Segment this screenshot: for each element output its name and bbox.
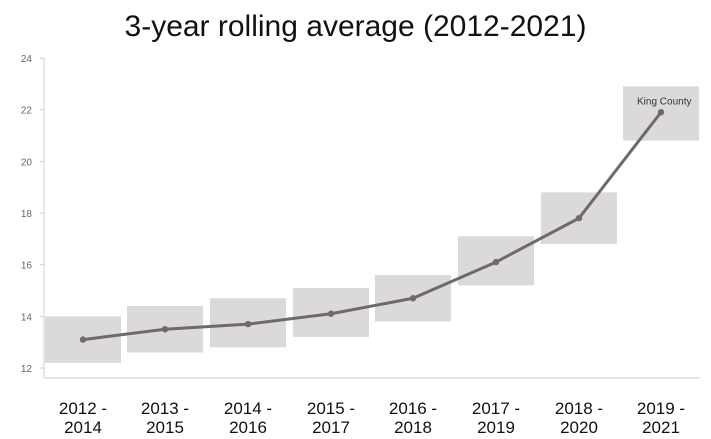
y-tick-label-24: 24: [21, 54, 33, 65]
x-tick-label-8: 2019 -2021: [637, 399, 685, 437]
data-point-5: [409, 295, 417, 302]
y-tick-label-16: 16: [21, 261, 33, 272]
data-point-4: [327, 310, 335, 317]
y-tick-label-14: 14: [21, 312, 33, 323]
data-point-6: [492, 258, 500, 266]
chart-title: 3-year rolling average (2012-2021): [124, 10, 587, 43]
data-point-2: [161, 326, 169, 333]
label-layer: King County: [637, 96, 691, 107]
data-point-1: [79, 336, 87, 343]
x-tick-label-2: 2013 -2015: [141, 399, 189, 437]
x-tick-label-4: 2015 -2017: [307, 399, 355, 437]
data-point-3: [244, 320, 252, 328]
y-tick-label-22: 22: [21, 106, 33, 117]
x-tick-label-6: 2017 -2019: [472, 399, 520, 437]
x-tick-label-7: 2018 -2020: [555, 399, 603, 437]
y-tick-label-12: 12: [21, 364, 33, 375]
data-point-8: [657, 109, 665, 116]
y-tick-label-20: 20: [21, 157, 33, 168]
x-tick-label-5: 2016 -2018: [389, 399, 437, 437]
series-line-layer: [79, 109, 665, 343]
axis-layer: 12 14 16 18 20 22 24 2012 -2014 2013 -2015 2014 -…: [21, 54, 700, 437]
series-line-king-county: [82, 111, 663, 342]
x-tick-label-1: 2012 -2014: [59, 399, 107, 437]
x-tick-label-3: 2014 -2016: [224, 399, 272, 437]
confidence-interval-layer: [45, 86, 699, 363]
data-point-7: [575, 214, 583, 222]
y-tick-label-18: 18: [21, 209, 33, 220]
series-label-king-county: King County: [637, 96, 691, 107]
